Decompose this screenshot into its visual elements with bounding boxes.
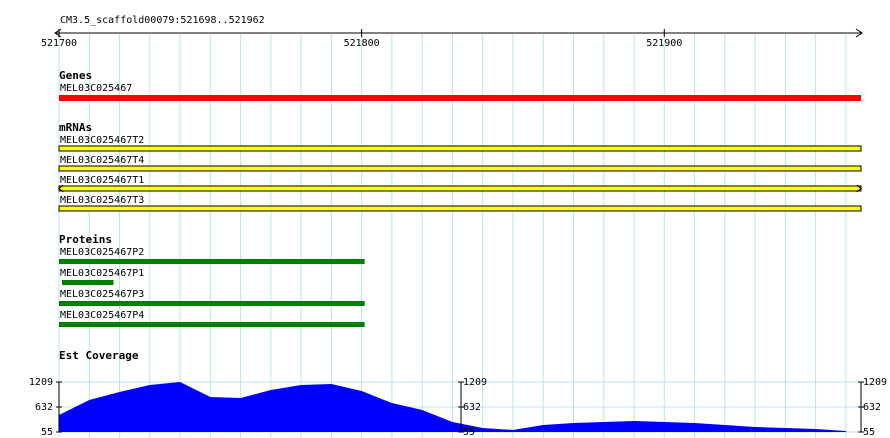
feature-label: MEL03C025467T1: [60, 175, 144, 186]
feature-label: MEL03C025467T4: [60, 155, 144, 166]
coverage-tick-label: 1209: [463, 377, 487, 388]
coverage-tick-label: 55: [41, 427, 53, 438]
region-title: CM3.5_scaffold00079:521698..521962: [60, 15, 265, 26]
feature-bar: [59, 301, 365, 306]
coverage-area: [59, 382, 846, 432]
feature-label: MEL03C025467T2: [60, 135, 144, 146]
track-header: Est Coverage: [59, 349, 139, 362]
feature-bar: [58, 145, 862, 152]
track-header: Proteins: [59, 233, 112, 246]
feature-bar: [58, 185, 862, 192]
feature-label: MEL03C025467: [60, 83, 132, 94]
feature-bar: [59, 322, 365, 327]
feature-bar: [59, 95, 861, 101]
coverage-tick-label: 55: [863, 427, 875, 438]
coverage-tick-label: 1209: [29, 377, 53, 388]
feature-label: MEL03C025467P3: [60, 289, 144, 300]
tick-label: 521900: [646, 38, 682, 49]
feature-bar: [58, 165, 862, 172]
track-header: mRNAs: [59, 121, 92, 134]
feature-bar: [62, 280, 114, 285]
track-header: Genes: [59, 69, 92, 82]
feature-label: MEL03C025467P4: [60, 310, 144, 321]
feature-label: MEL03C025467P1: [60, 268, 144, 279]
feature-bar: [59, 259, 365, 264]
coverage-tick-label: 632: [863, 402, 881, 413]
tick-label: 521700: [41, 38, 77, 49]
feature-label: MEL03C025467T3: [60, 195, 144, 206]
feature-arrow: [58, 184, 862, 193]
coverage-tick-label: 55: [463, 427, 475, 438]
feature-bar: [58, 205, 862, 212]
coverage-tick-label: 632: [463, 402, 481, 413]
tick-label: 521800: [344, 38, 380, 49]
coverage-tick-label: 1209: [863, 377, 887, 388]
coverage-tick-label: 632: [35, 402, 53, 413]
feature-label: MEL03C025467P2: [60, 247, 144, 258]
